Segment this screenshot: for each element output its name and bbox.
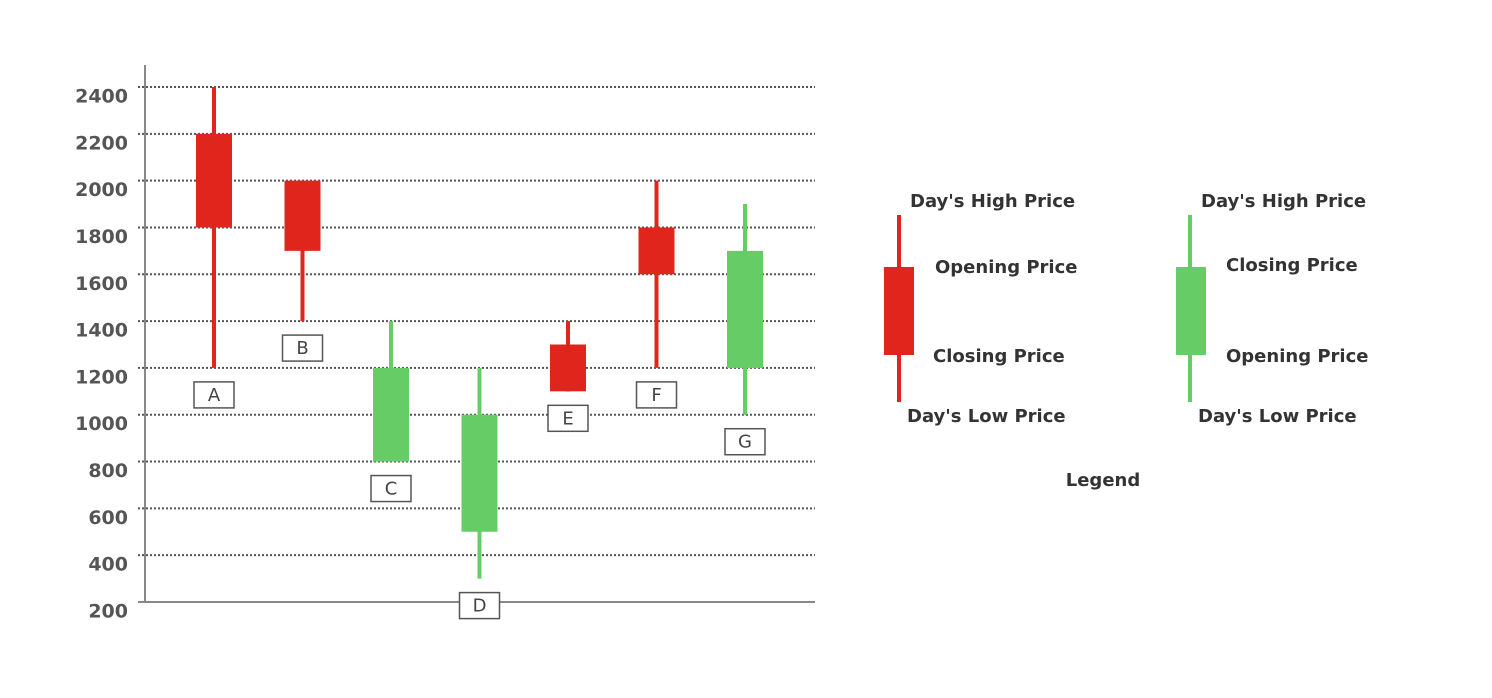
x-tick-label: D [473, 596, 487, 617]
category-box [635, 381, 678, 409]
category-box [458, 591, 501, 620]
candle-body [550, 344, 586, 392]
legend-label: Closing Price [933, 346, 1065, 367]
legend-down-body [884, 267, 914, 355]
legend-up-body [1176, 267, 1206, 355]
y-tick-label: 1400 [75, 320, 128, 342]
category-box [370, 474, 412, 503]
legend-label: Closing Price [1226, 255, 1358, 276]
category-box [281, 334, 324, 362]
x-tick-label: B [296, 338, 308, 359]
x-tick-label: E [562, 408, 573, 429]
y-tick-label: 1200 [75, 366, 128, 388]
legend-label: Opening Price [935, 257, 1077, 278]
y-tick-label: 2200 [75, 132, 128, 154]
y-tick-label: 2000 [75, 179, 128, 201]
y-tick-label: 200 [88, 601, 128, 623]
candle-body [638, 227, 675, 275]
y-tick-label: 600 [88, 507, 128, 529]
candle-body [727, 250, 763, 368]
candle-body [373, 367, 409, 462]
y-tick-label: 800 [88, 460, 128, 482]
x-tick-label: G [738, 432, 752, 453]
y-tick-label: 1800 [75, 226, 128, 248]
candle-body [461, 414, 498, 532]
category-box [547, 404, 589, 433]
candle-body [284, 180, 321, 251]
legend-label: Day's Low Price [1198, 406, 1357, 427]
y-tick-label: 400 [88, 554, 128, 576]
legend-label: Day's Low Price [907, 406, 1066, 427]
legend-label: Opening Price [1226, 346, 1368, 367]
category-box [724, 427, 766, 456]
category-box [193, 381, 235, 409]
legend-title: Legend [1066, 470, 1140, 491]
legend: Day's High Price Opening Price Closing P… [884, 191, 1368, 491]
y-tick-label: 2400 [75, 86, 128, 108]
y-tick-label: 1000 [75, 413, 128, 435]
legend-label: Day's High Price [910, 191, 1075, 212]
x-tick-label: A [208, 385, 221, 406]
x-tick-label: C [385, 479, 398, 500]
legend-label: Day's High Price [1201, 191, 1366, 212]
candle-body [196, 133, 232, 228]
y-tick-label: 1600 [75, 273, 128, 295]
x-tick-label: F [651, 385, 661, 406]
